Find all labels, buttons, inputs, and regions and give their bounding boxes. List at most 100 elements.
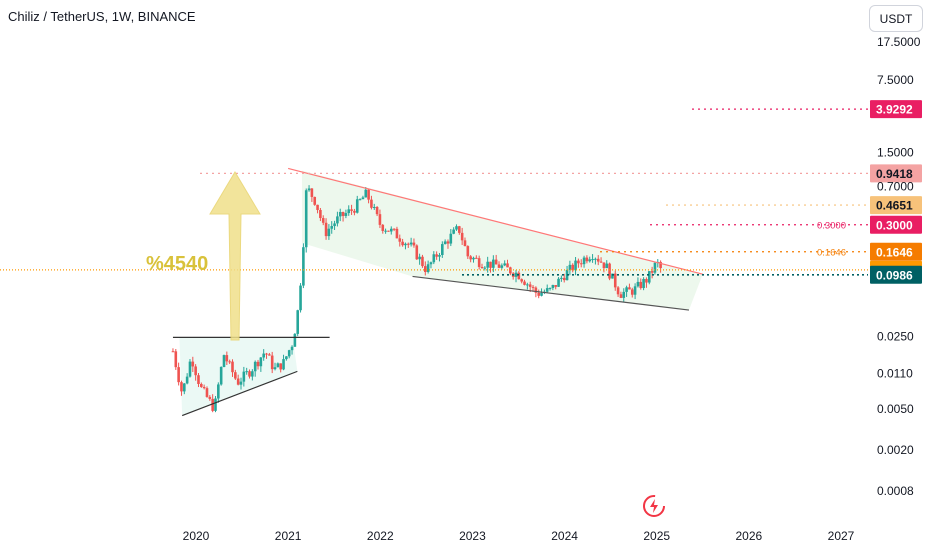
candle-body [568,264,572,270]
candle-body [412,242,416,246]
candle-body [319,209,322,219]
candle-body [279,363,283,370]
candle-body [234,372,237,379]
candle-body [497,264,501,268]
candle-body [616,287,620,295]
currency-button[interactable]: USDT [869,5,923,32]
candle-body [545,288,549,292]
price-badge [870,196,922,215]
candle-body [469,256,472,260]
candle-body [375,206,379,215]
candle-body [596,258,600,262]
candle-body [202,386,206,389]
candle-body [608,263,611,279]
candle-body [540,292,543,296]
candle-body [500,265,504,268]
x-tick-label: 2022 [367,529,394,543]
candle-body [577,260,580,264]
candle-body [463,240,467,247]
candle-body [605,263,609,269]
price-badge [870,100,922,119]
candle-body [650,271,654,273]
candle-body [183,383,186,392]
candle-body [347,209,351,214]
candle-body [299,285,302,311]
candle-body [659,261,662,269]
candle-body [574,260,577,271]
candle-body [174,351,178,368]
candle-body [588,259,592,262]
candle-body [489,261,492,268]
y-tick-label: 0.0110 [877,366,913,380]
candle-body [321,218,325,223]
candle-body [409,242,413,245]
candle-body [449,233,453,244]
candle-body [460,232,464,241]
candle-body [285,356,288,360]
candle-body [389,228,393,232]
candle-body [472,257,475,260]
candle-body [429,262,433,265]
candle-body [350,209,353,211]
candle-body [645,278,648,283]
candle-body [364,189,368,198]
candle-body [205,388,209,397]
candle-body [341,212,345,216]
x-tick-label: 2027 [828,529,855,543]
candle-body [582,257,586,265]
price-badge [870,265,922,284]
candle-body [619,294,623,298]
candle-body [446,241,450,244]
candle-body [398,238,402,242]
candle-body [560,277,563,279]
candle-body [622,291,626,298]
candle-body [611,273,614,279]
candle-body [338,212,342,217]
candle-body [395,228,399,239]
chart-title: Chiliz / TetherUS, 1W, BINANCE [8,9,196,24]
up-arrow [209,171,261,341]
candle-body [245,371,248,373]
trendline[interactable] [412,275,690,311]
candle-body [647,271,651,283]
candle-body [296,310,300,334]
candle-body [270,355,274,370]
candle-body [557,278,560,287]
candle-body [571,264,575,271]
candle-body [517,272,521,280]
candle-body [486,261,489,268]
candle-body [599,261,603,263]
candle-body [251,371,254,377]
candle-body [480,266,484,269]
y-tick-label: 0.0050 [877,402,914,416]
candle-body [528,284,532,287]
candle-body [526,284,529,286]
candle-body [477,258,481,267]
price-badge [870,215,922,234]
x-tick-label: 2025 [643,529,670,543]
candle-body [248,371,251,377]
candle-body [613,273,617,288]
candle-body [219,366,223,385]
candle-body [310,188,314,197]
candle-body [443,241,447,245]
y-tick-label: 0.7000 [877,180,914,194]
candle-body [191,361,195,367]
candle-body [353,210,356,213]
candle-body [228,361,231,363]
candle-body [194,366,197,376]
trendline[interactable] [287,167,703,275]
candle-body [236,378,240,385]
candle-body [466,246,470,257]
price-level-side-label: 0.1646 [817,247,846,258]
candle-body [336,216,339,224]
candle-body [506,263,509,268]
candle-body [324,222,328,237]
trendline[interactable] [181,370,298,417]
candle-body [358,199,362,201]
candle-body [222,355,226,367]
x-tick-label: 2020 [183,529,210,543]
candle-body [483,267,487,269]
candle-body [421,256,424,267]
